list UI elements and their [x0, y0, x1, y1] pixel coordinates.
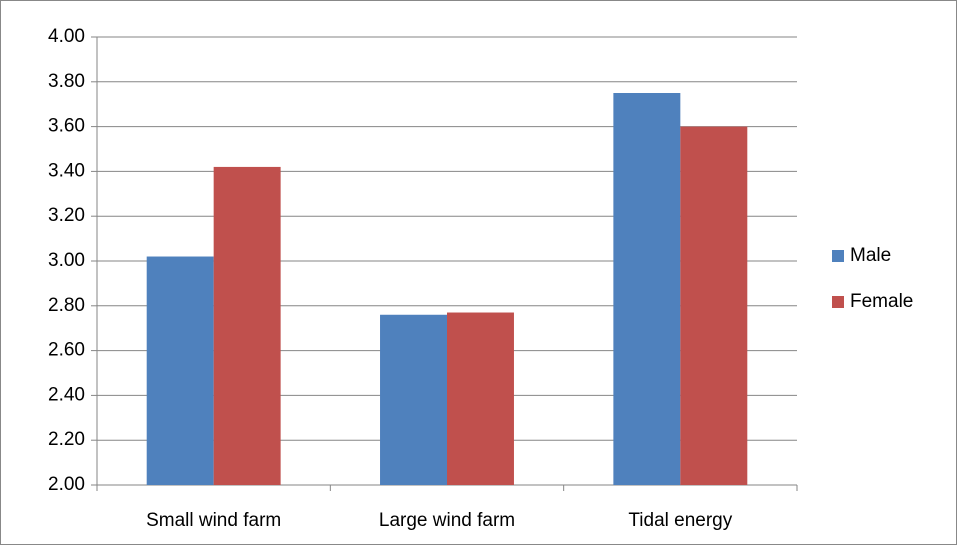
bar — [146, 256, 214, 485]
bar — [380, 314, 447, 485]
legend-swatch — [832, 296, 844, 308]
legend-label: Male — [850, 245, 891, 266]
y-tick-label: 4.00 — [48, 26, 85, 47]
bar — [447, 312, 514, 485]
x-tick-label: Large wind farm — [379, 510, 515, 531]
y-tick-label: 3.20 — [48, 205, 85, 226]
y-tick-label: 3.40 — [48, 160, 85, 181]
y-tick-label: 2.00 — [48, 474, 85, 495]
y-tick-label: 3.80 — [48, 71, 85, 92]
x-tick-label: Small wind farm — [146, 510, 281, 531]
y-tick-label: 3.60 — [48, 116, 85, 137]
bar — [613, 93, 681, 485]
bar — [680, 126, 748, 485]
legend-label: Female — [850, 291, 913, 312]
y-tick-label: 2.60 — [48, 340, 85, 361]
x-tick-label: Tidal energy — [628, 510, 732, 531]
y-tick-label: 3.00 — [48, 250, 85, 271]
bar — [213, 166, 281, 486]
y-tick-label: 2.20 — [48, 429, 85, 450]
legend-swatch — [832, 250, 844, 262]
y-tick-label: 2.40 — [48, 384, 85, 405]
y-tick-label: 2.80 — [48, 295, 85, 316]
